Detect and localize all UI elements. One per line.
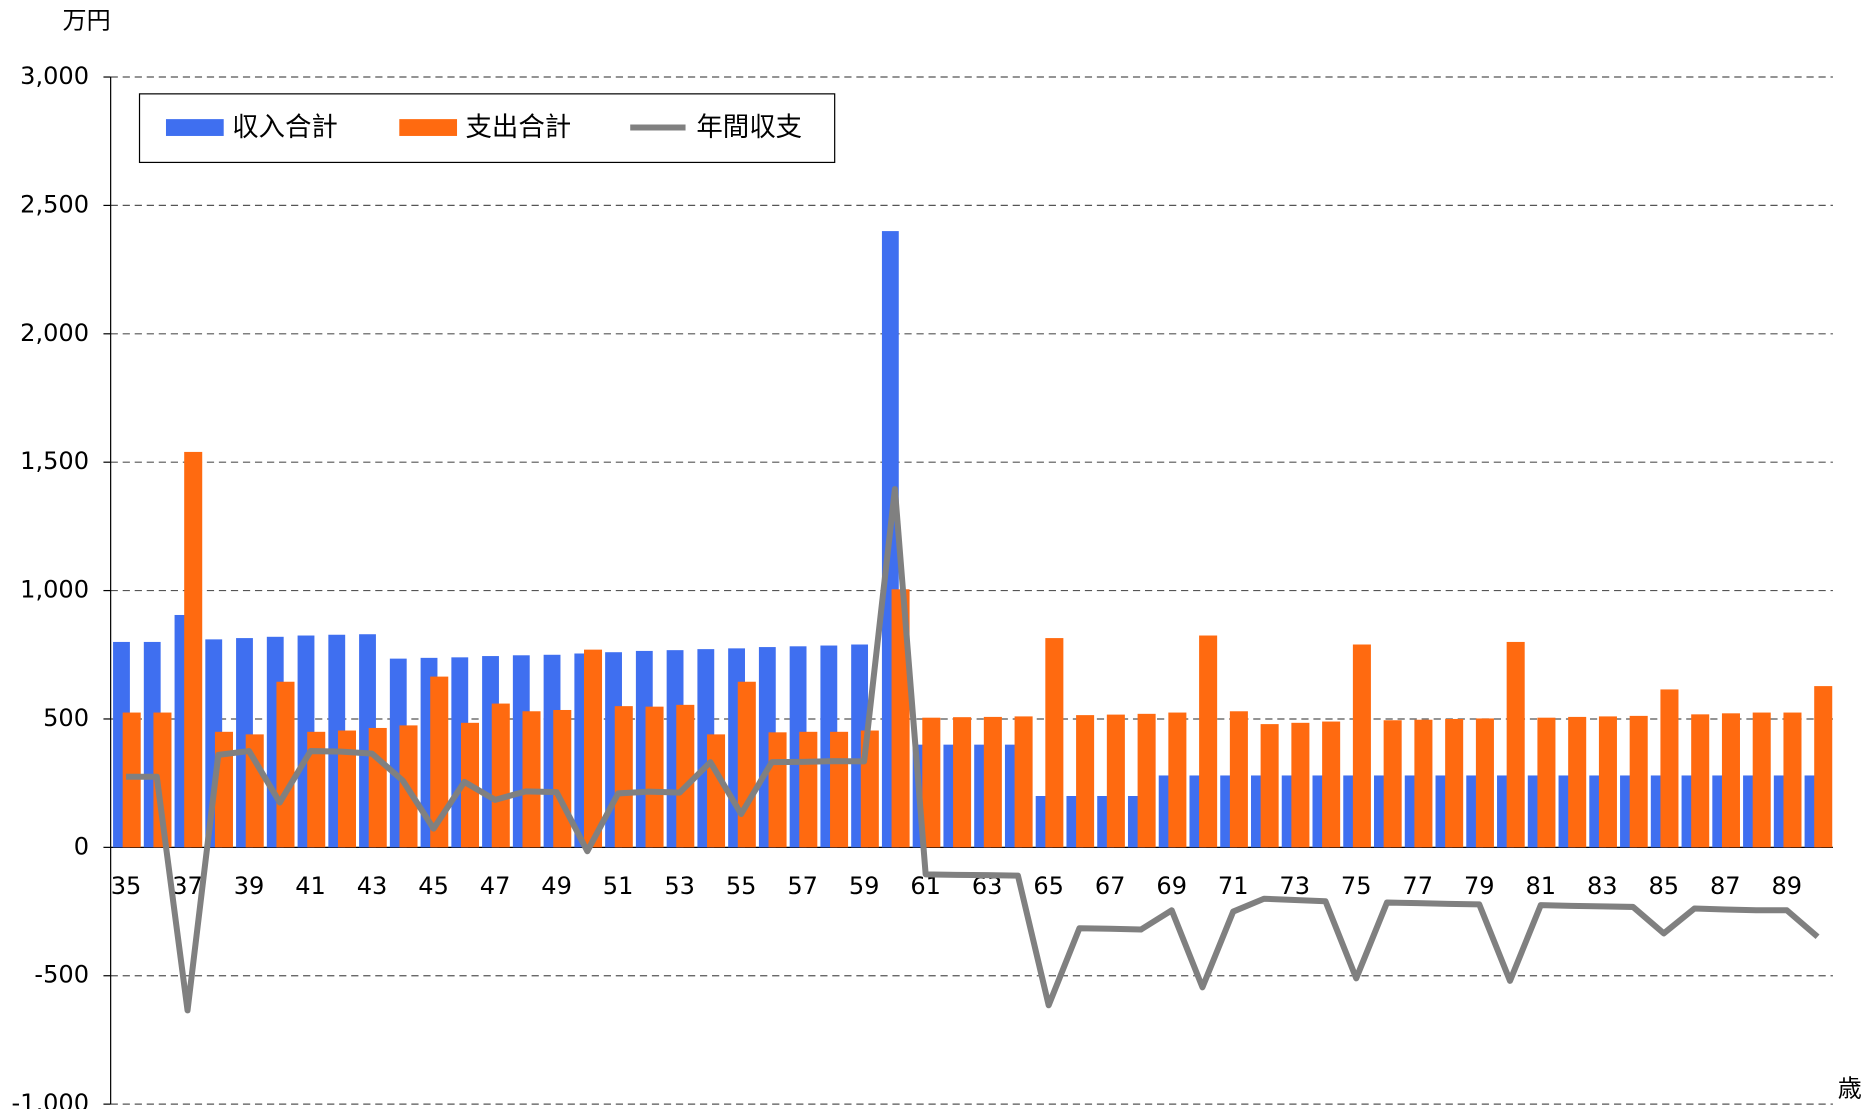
x-tick-label: 73 (1279, 872, 1310, 900)
legend-label: 年間収支 (696, 112, 802, 143)
x-tick-label: 87 (1710, 872, 1741, 900)
bar (337, 730, 357, 848)
bar (983, 716, 1002, 848)
x-tick-label: 55 (726, 872, 757, 900)
bar (1721, 713, 1740, 848)
bar (307, 731, 326, 848)
bar (584, 649, 603, 848)
legend-label: 支出合計 (465, 112, 571, 143)
x-tick-label: 89 (1771, 872, 1802, 900)
x-tick-label: 35 (111, 872, 142, 900)
bar (953, 717, 972, 848)
bar (553, 709, 572, 848)
bar (830, 731, 849, 848)
x-tick-label: 47 (480, 872, 511, 900)
bar (1752, 712, 1771, 848)
x-tick-label: 81 (1525, 872, 1556, 900)
bar (1414, 719, 1433, 848)
x-tick-label: 71 (1218, 872, 1249, 900)
y-tick-label: 3,000 (20, 62, 89, 90)
bar (614, 706, 633, 848)
bar (184, 451, 203, 848)
bar (1076, 715, 1095, 848)
bar (1168, 712, 1187, 848)
y-tick-label: 1,500 (20, 447, 89, 475)
x-tick-label: 51 (603, 872, 634, 900)
x-tick-label: 85 (1648, 872, 1679, 900)
x-tick-label: 59 (849, 872, 880, 900)
bar (1014, 716, 1033, 848)
x-tick-label: 75 (1341, 872, 1372, 900)
bar (1383, 720, 1402, 848)
bar (430, 676, 449, 848)
bar (768, 732, 787, 848)
x-tick-label: 69 (1156, 872, 1187, 900)
bar (1475, 718, 1494, 848)
bar (491, 703, 510, 848)
y-axis-label: 万円 (63, 7, 111, 35)
x-tick-label: 41 (295, 872, 326, 900)
bar (1229, 711, 1248, 848)
bar (1260, 724, 1279, 848)
bar (1445, 718, 1464, 848)
line (126, 486, 1820, 1014)
bar (1106, 714, 1125, 848)
y-tick-label: -500 (34, 961, 89, 989)
bar (1691, 714, 1710, 848)
x-tick-label: 65 (1033, 872, 1064, 900)
bar (1045, 638, 1064, 848)
bar (1291, 722, 1310, 848)
bar (1506, 641, 1525, 848)
x-tick-label: 45 (418, 872, 449, 900)
x-tick-label: 43 (357, 872, 388, 900)
x-tick-label: 49 (541, 872, 572, 900)
bar (922, 717, 941, 848)
x-tick-label: 57 (787, 872, 818, 900)
bar (1814, 686, 1833, 848)
bar (1568, 716, 1587, 848)
y-tick-label: 1,000 (20, 576, 89, 604)
legend-swatch (399, 119, 458, 136)
x-axis-label: 歳 (1838, 1075, 1862, 1103)
bar (1629, 715, 1648, 848)
legend-swatch (165, 119, 224, 136)
x-tick-label: 79 (1464, 872, 1495, 900)
y-tick-label: 2,000 (20, 319, 89, 347)
bar (1660, 689, 1679, 848)
x-tick-label: 77 (1402, 872, 1433, 900)
x-tick-label: 39 (234, 872, 265, 900)
bar (676, 704, 695, 848)
bar (1199, 635, 1218, 848)
x-tick-label: 37 (172, 872, 203, 900)
y-tick-label: 0 (74, 832, 89, 860)
bar (522, 711, 541, 848)
bar (1598, 716, 1617, 848)
y-tick-label: 2,500 (20, 190, 89, 218)
x-tick-label: 67 (1095, 872, 1126, 900)
legend-label: 収入合計 (232, 112, 338, 143)
bar (645, 706, 664, 848)
bar (276, 681, 295, 848)
bar (368, 727, 387, 848)
bar (799, 731, 818, 848)
bar (153, 712, 172, 848)
legend-box (138, 93, 836, 164)
x-tick-label: 53 (664, 872, 695, 900)
y-tick-label: -1,000 (11, 1089, 89, 1109)
bar (1352, 644, 1371, 848)
bar (1783, 712, 1802, 848)
bar (1322, 721, 1341, 848)
bar (214, 731, 233, 848)
bar (737, 681, 756, 848)
bar (122, 712, 141, 848)
y-tick-label: 500 (43, 704, 89, 732)
bar (707, 734, 726, 848)
bar (1537, 717, 1556, 848)
x-tick-label: 83 (1587, 872, 1618, 900)
bar (1137, 713, 1156, 848)
